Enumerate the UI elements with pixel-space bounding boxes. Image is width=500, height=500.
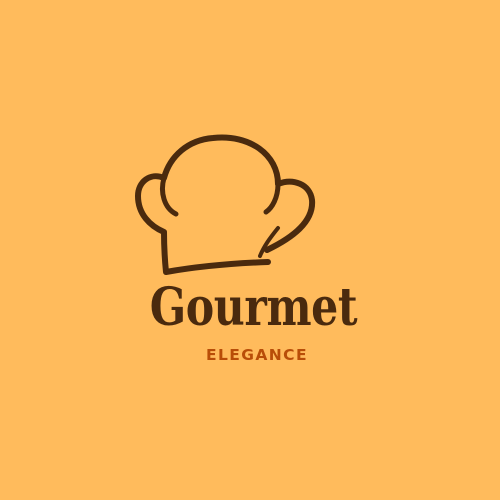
brand-name: Gourmet bbox=[149, 277, 357, 338]
tagline: ELEGANCE bbox=[206, 346, 308, 364]
wordmark: Gourmet bbox=[0, 279, 500, 337]
